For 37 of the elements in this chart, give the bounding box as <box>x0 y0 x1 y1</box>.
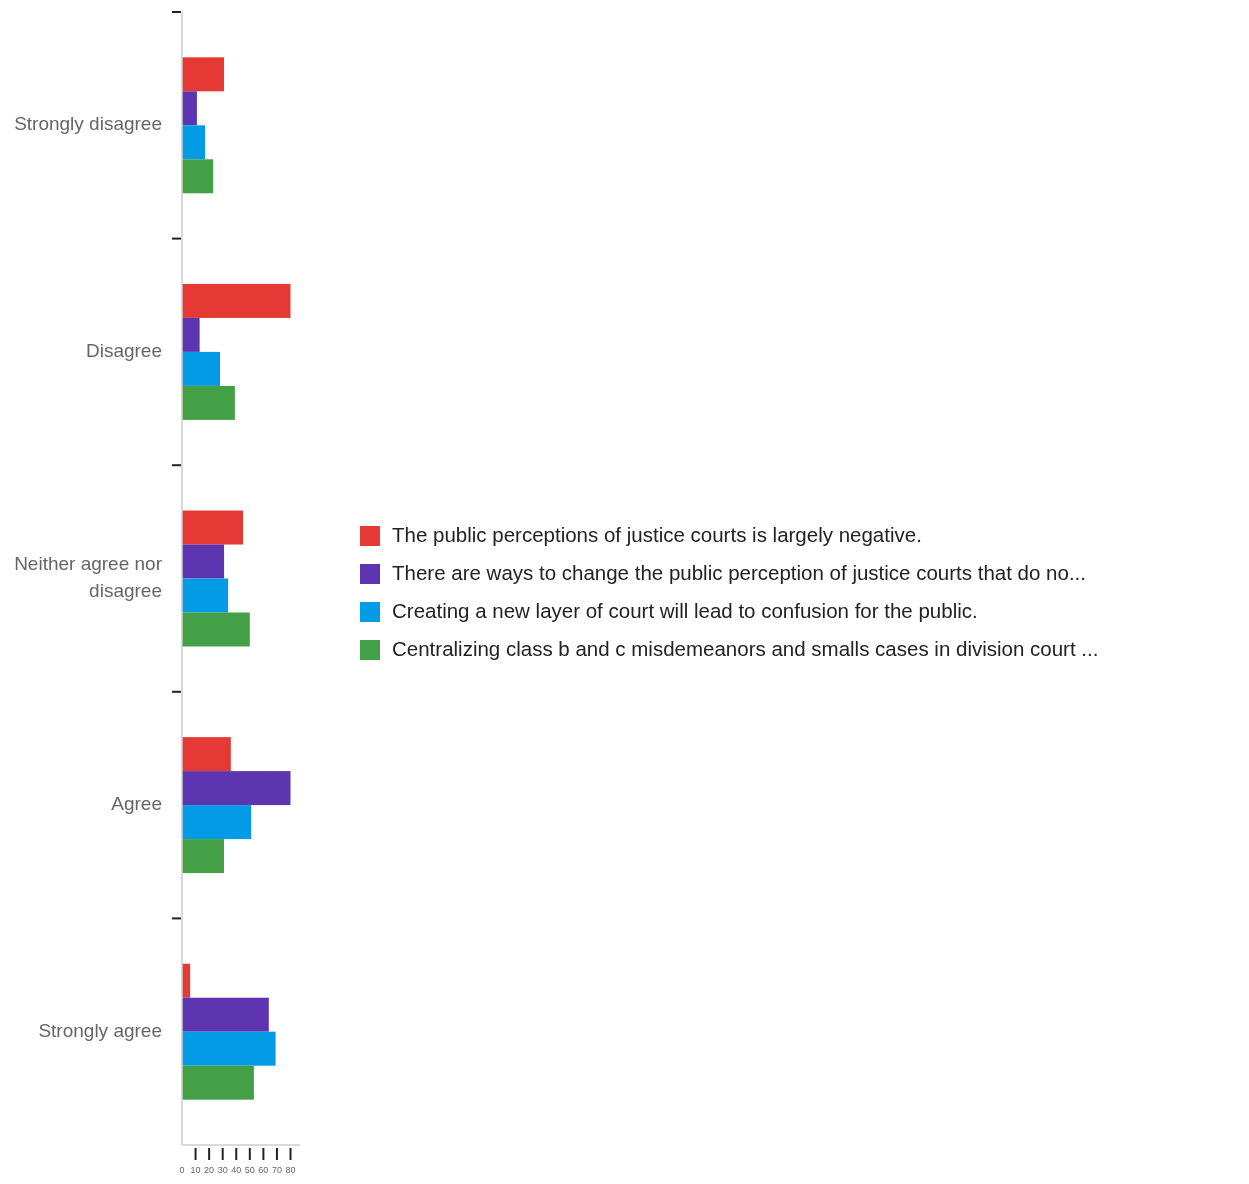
y-tick-label: Agree <box>111 793 162 815</box>
x-tick-label: 20 <box>204 1165 215 1175</box>
x-tick-label: 0 <box>179 1165 185 1175</box>
bar <box>182 57 225 92</box>
x-tick-label: 40 <box>231 1165 242 1175</box>
x-tick-label: 70 <box>271 1165 282 1175</box>
bar <box>182 91 197 126</box>
bar <box>182 510 244 545</box>
y-tick-label: Strongly disagree <box>14 113 162 135</box>
bar <box>182 612 250 647</box>
bar <box>182 805 252 840</box>
x-tick-label: 60 <box>258 1165 269 1175</box>
y-tick-label: Neither agree nor disagree <box>14 553 163 602</box>
bar <box>182 125 206 160</box>
bar <box>182 771 291 806</box>
legend-label: Centralizing class b and c misdemeanors and smalls cases in division court ... <box>392 637 1099 661</box>
bar <box>182 385 235 420</box>
x-tick-label: 30 <box>217 1165 228 1175</box>
bar <box>182 578 229 613</box>
x-tick-label: 50 <box>244 1165 255 1175</box>
bar <box>182 1065 254 1100</box>
bar <box>182 159 214 194</box>
bar <box>182 351 220 386</box>
bar <box>182 839 225 874</box>
y-tick-label: Strongly agree <box>38 1019 162 1041</box>
x-tick-label: 10 <box>190 1165 201 1175</box>
bar <box>182 997 269 1032</box>
bar <box>182 737 231 772</box>
x-tick-label: 80 <box>285 1165 296 1175</box>
legend-label: The public perceptions of justice courts is largely negative. <box>392 523 922 547</box>
bar <box>182 283 291 318</box>
bar <box>182 544 225 579</box>
bar <box>182 1031 276 1066</box>
bar <box>182 317 200 352</box>
y-tick-label: Disagree <box>85 339 162 361</box>
legend-label: Creating a new layer of court will lead to confusion for the public. <box>392 599 978 623</box>
legend-label: There are ways to change the public perception of justice courts that do no... <box>392 561 1086 585</box>
